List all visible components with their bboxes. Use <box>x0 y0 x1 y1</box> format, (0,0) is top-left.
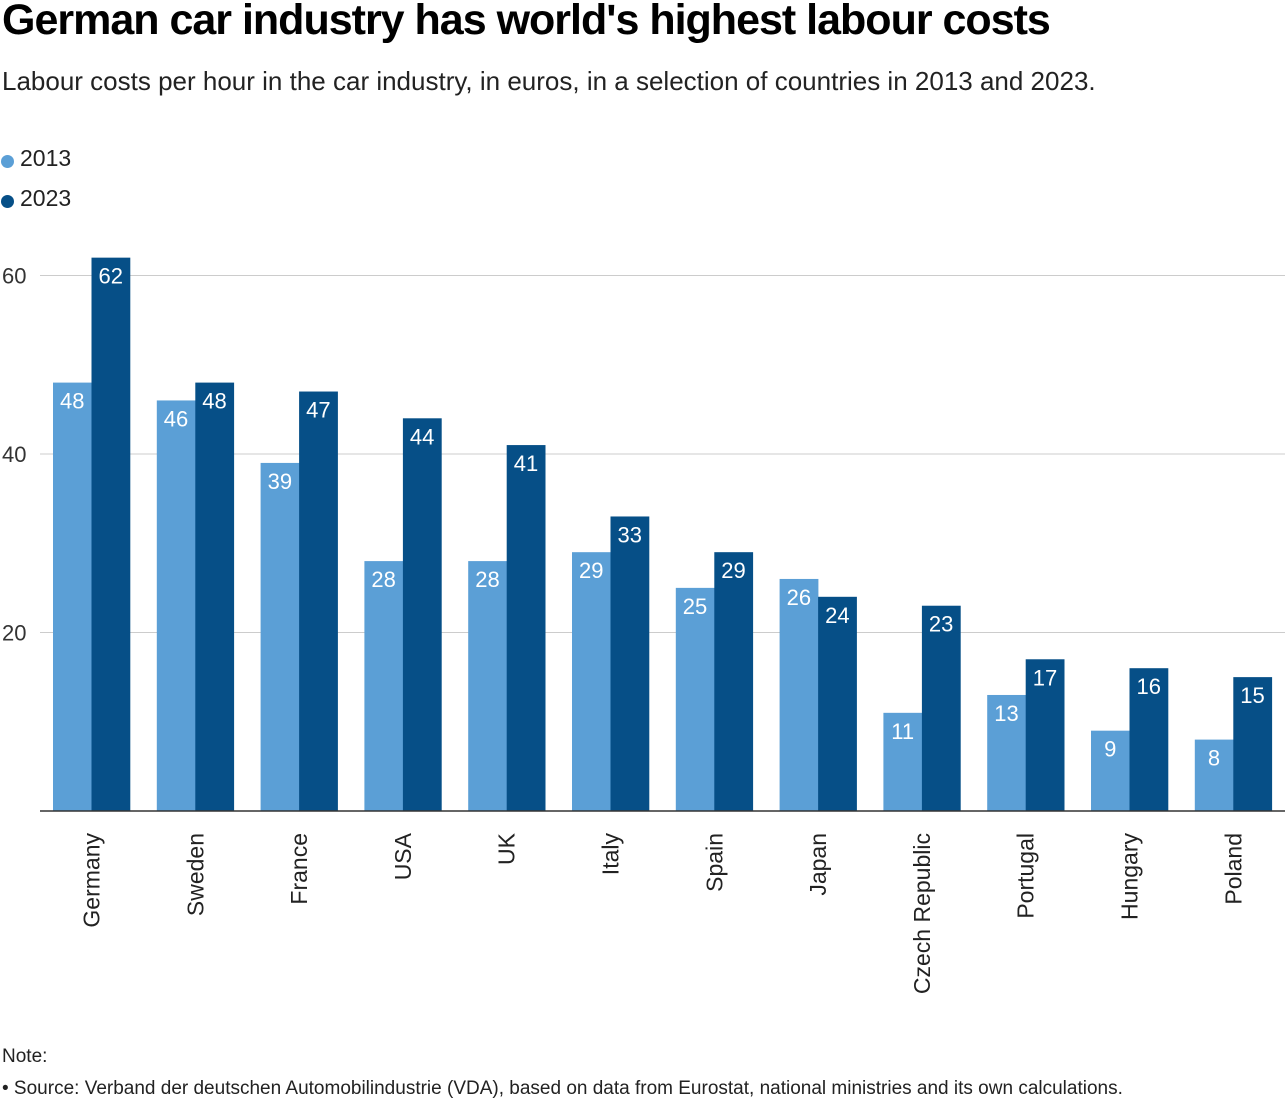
value-label-usa-2023: 44 <box>410 424 434 449</box>
bar-sweden-2023 <box>195 382 235 811</box>
value-label-portugal-2013: 13 <box>994 701 1018 726</box>
bar-sweden-2013 <box>156 400 196 811</box>
legend: 2013 2023 <box>0 138 71 218</box>
chart-subtitle: Labour costs per hour in the car industr… <box>2 66 1096 96</box>
value-label-spain-2013: 25 <box>683 594 707 619</box>
value-label-uk-2023: 41 <box>514 451 538 476</box>
x-tick-label-france: France <box>286 833 312 905</box>
value-label-japan-2013: 26 <box>787 585 811 610</box>
value-label-spain-2023: 29 <box>721 558 745 583</box>
x-tick-label-poland: Poland <box>1220 833 1246 905</box>
bar-hungary-2013 <box>1091 730 1130 811</box>
value-label-hungary-2013: 9 <box>1104 737 1116 762</box>
bar-usa-2023 <box>402 418 442 811</box>
value-label-poland-2023: 15 <box>1240 683 1264 708</box>
value-label-sweden-2013: 46 <box>164 406 188 431</box>
value-label-czech-republic-2013: 11 <box>891 719 914 744</box>
bar-japan-2023 <box>818 596 857 811</box>
x-tick-label-spain: Spain <box>701 833 727 892</box>
legend-label-2023: 2023 <box>20 184 72 211</box>
bar-chart: 20 40 60 48 62 Germany 46 48 Sweden 39 47 France 28 4… <box>2 257 1285 994</box>
value-label-germany-2023: 62 <box>99 264 123 289</box>
bar-uk-2023 <box>506 445 546 811</box>
x-tick-label-hungary: Hungary <box>1117 833 1143 920</box>
x-tick-label-usa: USA <box>390 832 416 880</box>
bar-poland-2013 <box>1194 739 1234 811</box>
x-tick-label-japan: Japan <box>805 833 831 896</box>
bar-germany-2013 <box>53 382 92 811</box>
x-tick-label-uk: UK <box>494 832 520 865</box>
legend-dot-2023-icon <box>1 194 14 208</box>
bar-hungary-2023 <box>1129 668 1169 811</box>
bar-portugal-2013 <box>987 694 1026 811</box>
bar-france-2013 <box>260 462 300 811</box>
value-label-germany-2013: 48 <box>60 389 84 414</box>
bar-uk-2013 <box>468 561 507 811</box>
value-label-portugal-2023: 17 <box>1033 665 1057 690</box>
bar-italy-2023 <box>610 516 650 811</box>
value-label-sweden-2023: 48 <box>202 389 226 414</box>
value-label-france-2023: 47 <box>306 398 330 423</box>
legend-item-2013: 2013 <box>0 138 71 178</box>
legend-dot-2013-icon <box>1 154 14 168</box>
footnote-source: • Source: Verband der deutschen Automobi… <box>2 1078 1123 1099</box>
value-label-hungary-2023: 16 <box>1137 674 1161 699</box>
x-tick-label-germany: Germany <box>79 833 105 928</box>
bar-czech-republic-2013 <box>883 712 923 811</box>
value-label-italy-2023: 33 <box>618 522 642 547</box>
x-tick-label-sweden: Sweden <box>182 833 208 916</box>
bar-italy-2013 <box>572 552 611 811</box>
bar-japan-2013 <box>779 578 819 811</box>
bar-germany-2023 <box>91 257 131 811</box>
footnote-note: Note: <box>2 1046 48 1067</box>
value-label-poland-2013: 8 <box>1208 746 1220 771</box>
bar-czech-republic-2023 <box>921 605 961 811</box>
value-label-czech-republic-2023: 23 <box>929 612 953 637</box>
legend-item-2023: 2023 <box>0 178 71 218</box>
y-tick-label-20: 20 <box>2 621 26 646</box>
chart-title: German car industry has world's highest … <box>2 0 1051 44</box>
value-label-usa-2013: 28 <box>371 567 395 592</box>
x-tick-label-portugal: Portugal <box>1013 833 1039 919</box>
value-label-france-2013: 39 <box>268 469 292 494</box>
bar-spain-2023 <box>714 552 754 811</box>
value-label-italy-2013: 29 <box>579 558 603 583</box>
y-tick-label-40: 40 <box>2 442 26 467</box>
value-label-japan-2023: 24 <box>825 603 849 628</box>
bar-portugal-2023 <box>1025 659 1065 811</box>
x-tick-label-czech-republic: Czech Republic <box>909 833 935 994</box>
bar-usa-2013 <box>364 561 404 811</box>
bar-france-2023 <box>299 391 338 811</box>
x-tick-label-italy: Italy <box>598 833 624 876</box>
bar-spain-2013 <box>675 587 715 811</box>
bar-poland-2023 <box>1233 677 1273 811</box>
value-label-uk-2013: 28 <box>475 567 499 592</box>
legend-label-2013: 2013 <box>20 144 72 171</box>
y-tick-label-60: 60 <box>2 264 26 289</box>
